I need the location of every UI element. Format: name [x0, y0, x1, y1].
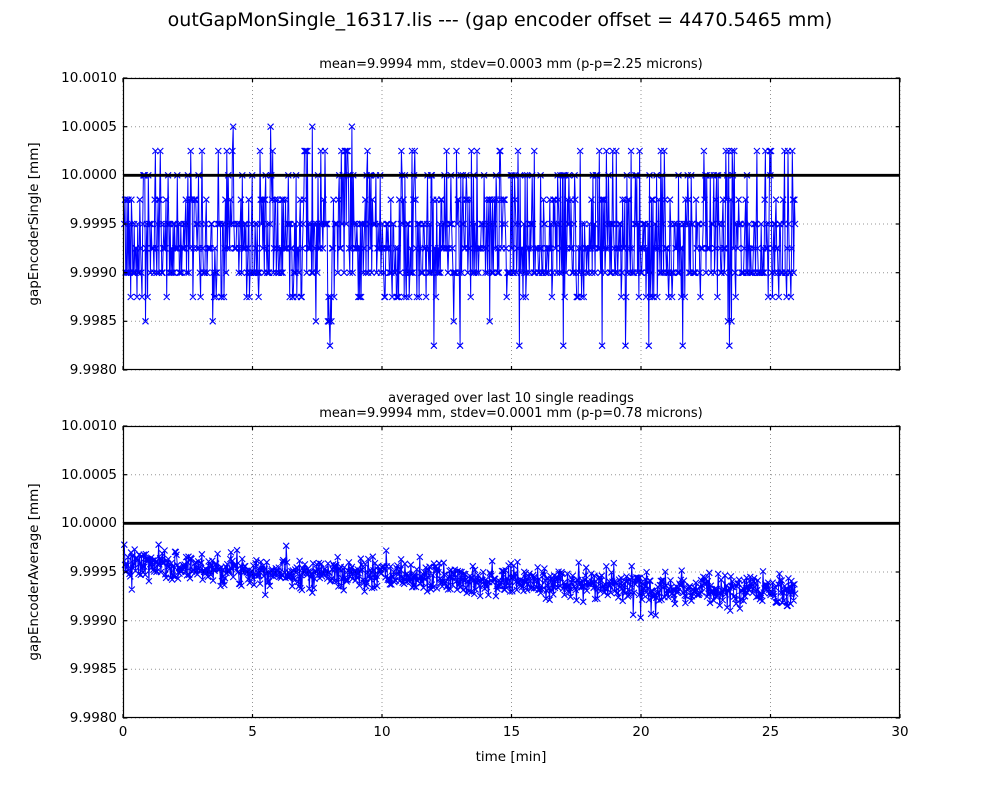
y-tick-label: 10.0000: [61, 167, 117, 184]
x-tick-label: 0: [118, 724, 128, 740]
x-tick-label: 5: [248, 724, 257, 740]
y-tick-label: 9.9995: [69, 564, 117, 580]
y-tick-label: 10.0010: [61, 70, 117, 86]
y-tick-label: 9.9980: [69, 362, 117, 378]
plot2-canvas-averaged-readings: [120, 425, 901, 719]
figure-title: outGapMonSingle_16317.lis --- (gap encod…: [167, 9, 833, 31]
y-tick-label: 9.9990: [69, 612, 117, 629]
y-tick-label: 10.0000: [61, 515, 117, 532]
x-axis-label: time [min]: [475, 749, 547, 765]
y-tick-label: 10.0010: [61, 418, 117, 434]
plot2-title-line1: averaged over last 10 single readings: [388, 391, 634, 406]
plot1-canvas-single-readings: [120, 77, 901, 371]
x-tick-label: 20: [632, 724, 650, 740]
y-tick-label: 10.0005: [61, 118, 117, 135]
x-tick-label: 25: [761, 724, 780, 740]
y-tick-label: 9.9995: [69, 216, 117, 232]
plot1-title: mean=9.9994 mm, stdev=0.0003 mm (p-p=2.2…: [319, 57, 703, 72]
x-tick-label: 30: [891, 724, 909, 740]
y-tick-label: 9.9980: [69, 710, 117, 726]
x-tick-label: 15: [502, 724, 521, 740]
y-tick-label: 9.9985: [69, 661, 117, 678]
plot2-title-line2: mean=9.9994 mm, stdev=0.0001 mm (p-p=0.7…: [319, 406, 703, 421]
y-tick-label: 9.9985: [69, 313, 117, 330]
x-tick-label: 10: [373, 724, 391, 740]
y-tick-label: 10.0005: [61, 466, 117, 483]
y-tick-label: 9.9990: [69, 264, 117, 281]
